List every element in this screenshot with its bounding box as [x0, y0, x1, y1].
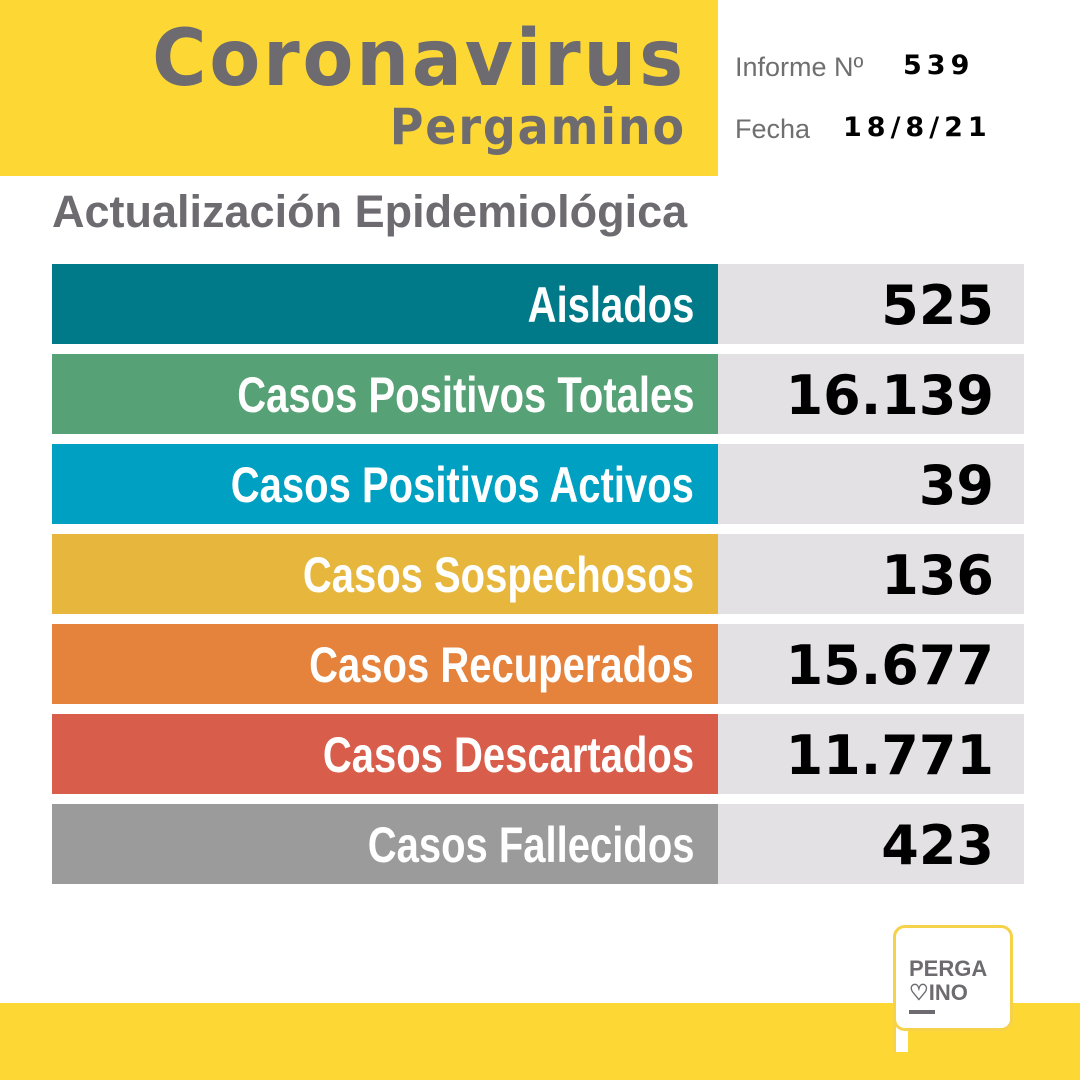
stat-label: Casos Positivos Totales [236, 367, 694, 423]
stat-value: 39 [918, 454, 994, 517]
informe-value: 539 [903, 50, 975, 81]
logo-bar [909, 1010, 935, 1014]
stat-value: 525 [881, 274, 994, 337]
stat-label-box: Aislados [52, 264, 718, 344]
stat-value-box: 39 [718, 444, 1024, 524]
stat-label: Aislados [527, 277, 694, 333]
logo-line1: PERGA [909, 956, 988, 981]
stat-value: 423 [881, 814, 994, 877]
stat-label-box: Casos Positivos Activos [52, 444, 718, 524]
stat-label-box: Casos Descartados [52, 714, 718, 794]
stat-value-box: 423 [718, 804, 1024, 884]
stat-label: Casos Recuperados [309, 637, 694, 693]
stat-row: Casos Sospechosos 136 [52, 534, 1024, 614]
stat-value: 16.139 [785, 364, 994, 427]
stat-value: 15.677 [785, 634, 994, 697]
stat-label-box: Casos Fallecidos [52, 804, 718, 884]
page-subtitle: Pergamino [389, 98, 686, 156]
stat-row: Casos Recuperados 15.677 [52, 624, 1024, 704]
fecha-label: Fecha [735, 114, 811, 144]
stat-value-box: 16.139 [718, 354, 1024, 434]
stat-value-box: 11.771 [718, 714, 1024, 794]
stat-label: Casos Positivos Activos [230, 457, 694, 513]
stat-label-box: Casos Sospechosos [52, 534, 718, 614]
stat-value-box: 136 [718, 534, 1024, 614]
stat-row: Aislados 525 [52, 264, 1024, 344]
stat-value-box: 525 [718, 264, 1024, 344]
stat-label: Casos Sospechosos [302, 547, 694, 603]
stat-value-box: 15.677 [718, 624, 1024, 704]
stat-row: Casos Descartados 11.771 [52, 714, 1024, 794]
section-title: Actualización Epidemiológica [52, 186, 688, 237]
stat-row: Casos Fallecidos 423 [52, 804, 1024, 884]
logo-line2: ♡INO [909, 980, 968, 1005]
header-banner: Coronavirus Pergamino [0, 0, 718, 176]
stat-value: 11.771 [785, 724, 994, 787]
stat-label: Casos Fallecidos [367, 817, 694, 873]
stat-value: 136 [881, 544, 994, 607]
informe-label: Informe Nº [735, 52, 864, 82]
stat-row: Casos Positivos Totales 16.139 [52, 354, 1024, 434]
stat-label-box: Casos Recuperados [52, 624, 718, 704]
pergamino-logo: PERGA ♡INO [893, 925, 1013, 1031]
stat-label-box: Casos Positivos Totales [52, 354, 718, 434]
stat-row: Casos Positivos Activos 39 [52, 444, 1024, 524]
page-title: Coronavirus [152, 14, 686, 104]
fecha-line: Fecha 18/8/21 [735, 112, 987, 145]
informe-line: Informe Nº 539 [735, 50, 969, 83]
fecha-value: 18/8/21 [843, 112, 992, 143]
stat-label: Casos Descartados [322, 727, 694, 783]
